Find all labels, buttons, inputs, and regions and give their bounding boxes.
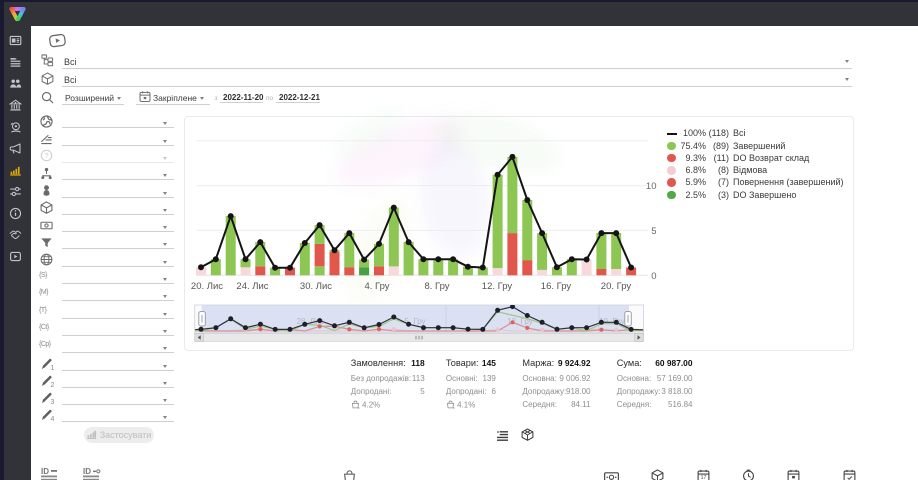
svg-text:ID: ID xyxy=(83,467,91,476)
svg-text:3: 3 xyxy=(51,399,55,405)
svg-text:12. Гру: 12. Гру xyxy=(507,317,533,326)
svg-text:20. Лис: 20. Лис xyxy=(191,281,223,292)
svg-text:ID: ID xyxy=(41,467,49,476)
svg-text:5: 5 xyxy=(651,226,656,237)
svg-text:30. Лис: 30. Лис xyxy=(300,281,332,292)
svg-text:1: 1 xyxy=(51,365,55,371)
svg-text:x: x xyxy=(453,406,455,409)
svg-text:2: 2 xyxy=(51,382,55,388)
svg-text:17: 17 xyxy=(701,475,707,480)
svg-text:8. Гру: 8. Гру xyxy=(424,281,449,292)
svg-text:10: 10 xyxy=(646,181,657,192)
svg-text:24. Лис: 24. Лис xyxy=(236,281,268,292)
svg-text:16. Гру: 16. Гру xyxy=(541,281,572,292)
svg-text:?: ? xyxy=(44,151,48,160)
svg-text:28. Лис: 28. Лис xyxy=(296,317,323,326)
svg-text:0: 0 xyxy=(651,271,656,282)
svg-text:4: 4 xyxy=(51,416,55,422)
svg-text:4. Гру: 4. Гру xyxy=(364,281,389,292)
svg-text:5. Гру: 5. Гру xyxy=(404,317,425,326)
svg-text:12. Гру: 12. Гру xyxy=(482,281,513,292)
svg-text:19. Гру: 19. Гру xyxy=(599,317,625,326)
svg-text:20. Гру: 20. Гру xyxy=(601,281,632,292)
svg-text:x: x xyxy=(358,406,360,409)
